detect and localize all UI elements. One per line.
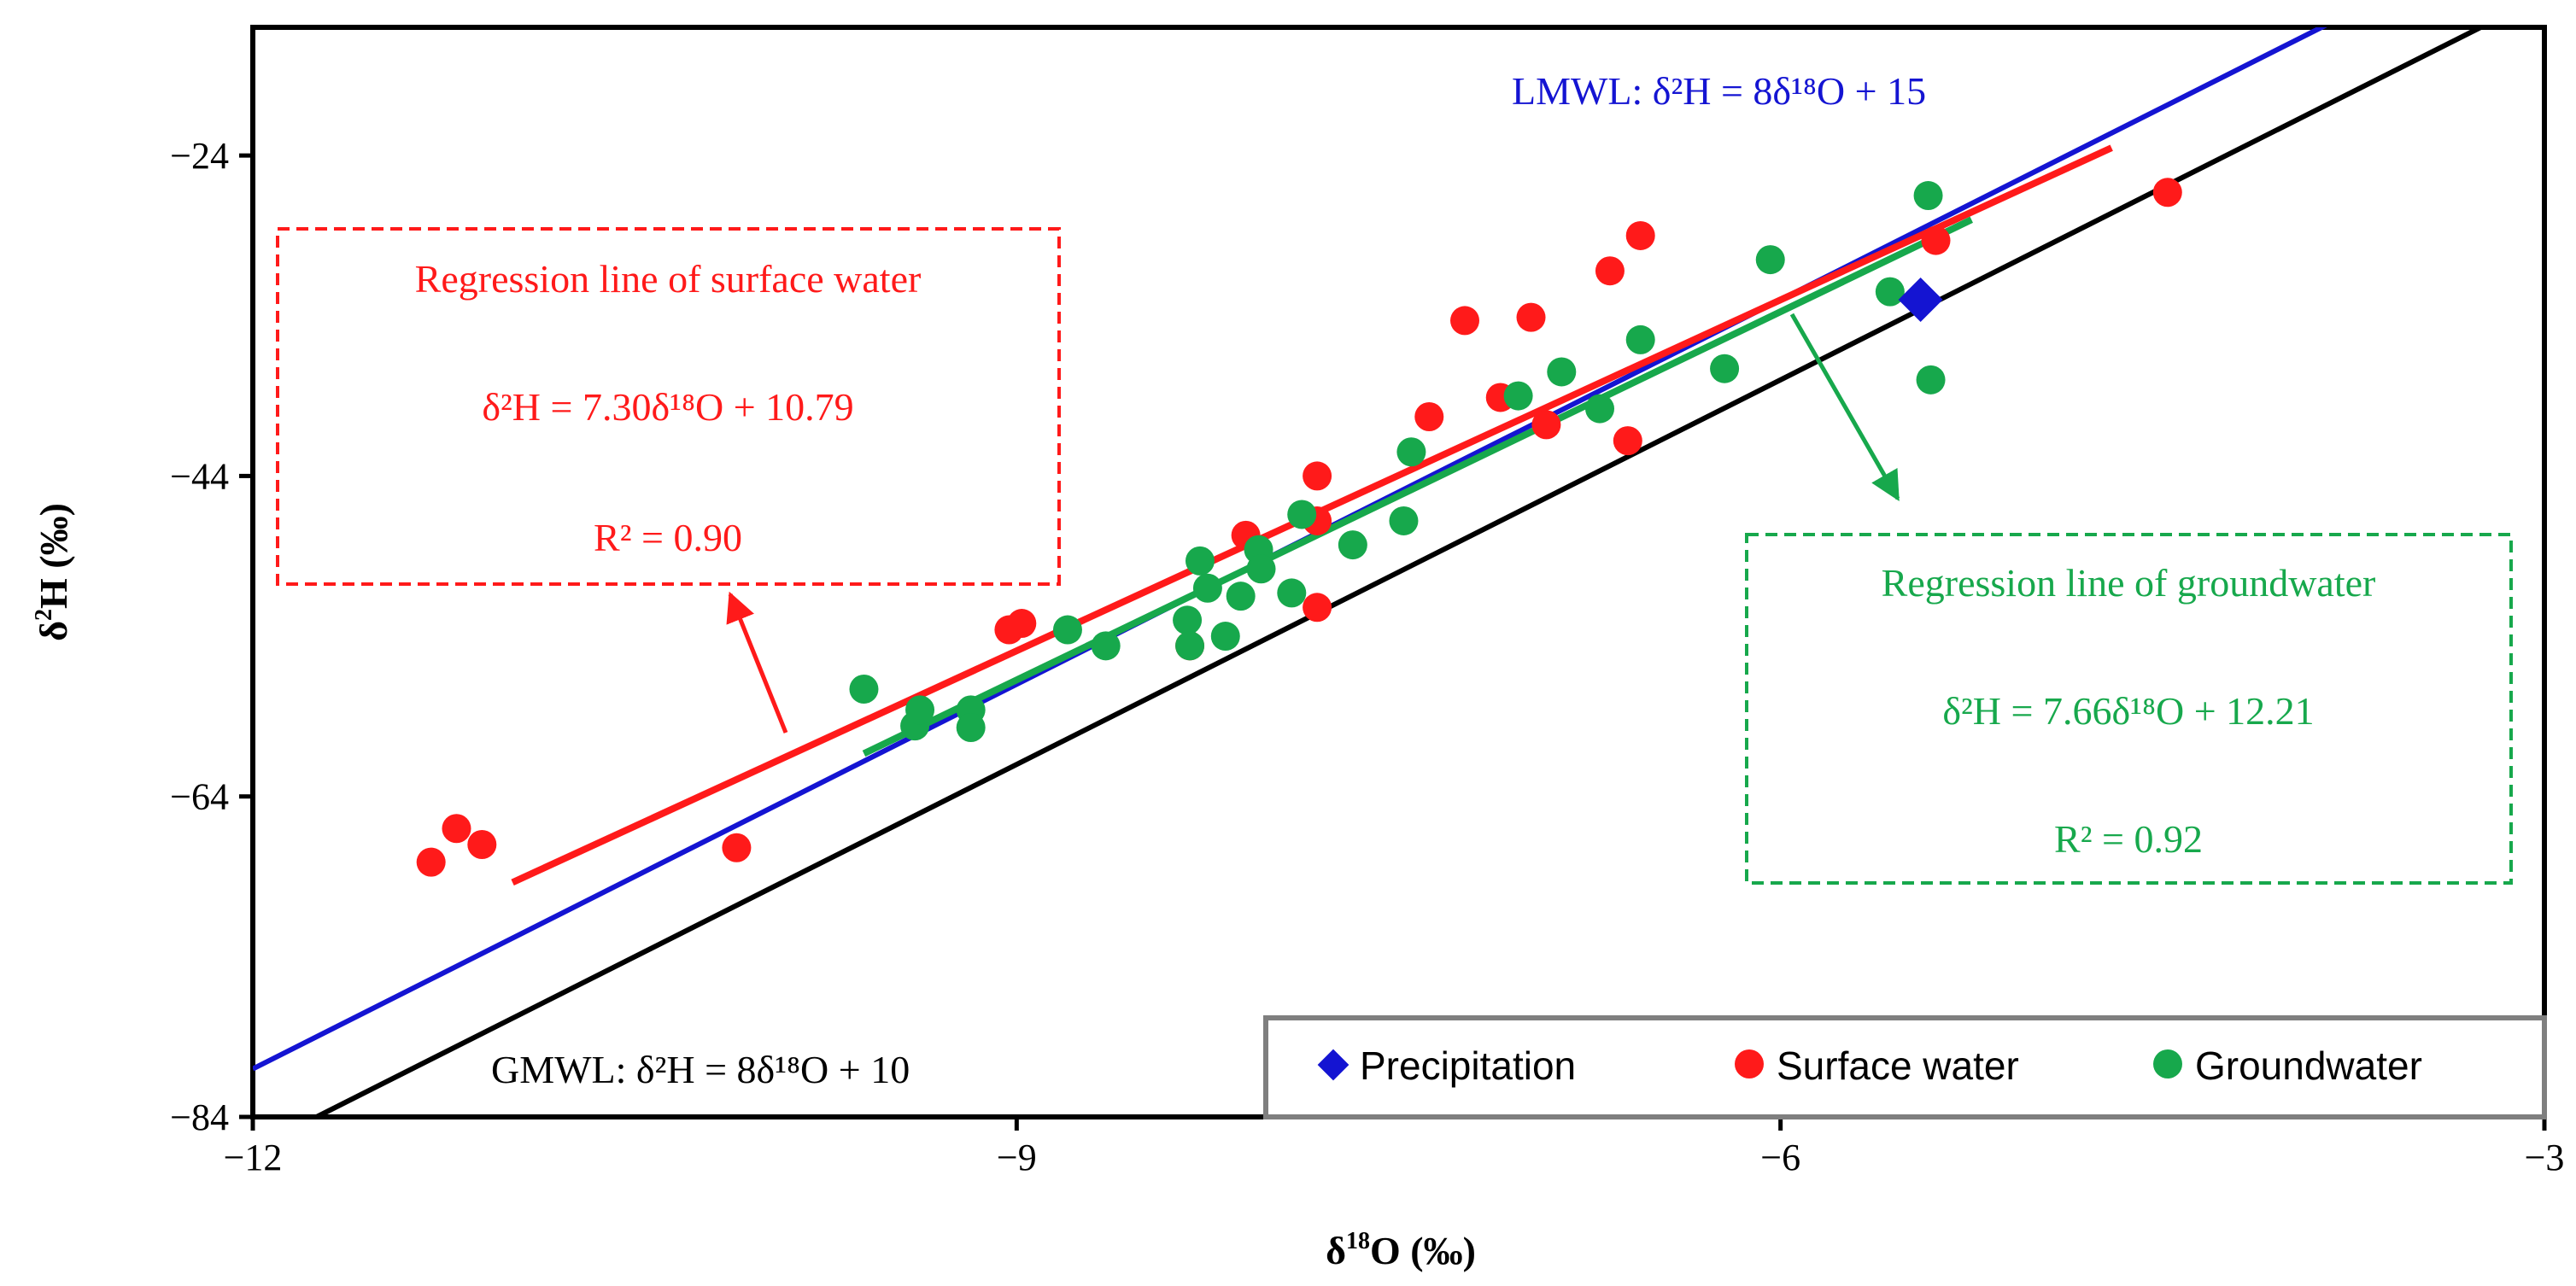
groundwater-point <box>905 695 935 725</box>
surface-water-point <box>1613 426 1642 456</box>
legend: Precipitation Surface water Groundwater <box>1263 1015 2547 1119</box>
x-tick-label: −6 <box>1760 1137 1800 1178</box>
y-tick-label: −24 <box>170 135 229 177</box>
x-tick-label: −3 <box>2525 1137 2565 1178</box>
surface-water-point <box>1303 593 1332 623</box>
surface-water-point <box>1531 410 1561 440</box>
groundwater-point <box>849 674 879 704</box>
groundwater-point <box>1338 530 1367 560</box>
surface-water-point <box>1414 401 1444 431</box>
surface-water-point <box>722 833 752 862</box>
surface-water-point <box>1303 461 1332 491</box>
groundwater-point <box>1226 582 1256 611</box>
gmwl-label: GMWL: δ²H = 8δ¹⁸O + 10 <box>491 1048 910 1091</box>
x-tick-label: −9 <box>997 1137 1037 1178</box>
precipitation-point <box>1898 278 1943 322</box>
surface-water-point <box>1516 302 1546 332</box>
groundwater-point <box>1389 506 1419 535</box>
surface-water-point <box>1625 220 1655 250</box>
groundwater-point <box>1916 365 1946 395</box>
surface-water-point <box>442 814 471 844</box>
groundwater-point <box>1547 357 1577 387</box>
groundwater-point <box>1585 394 1615 424</box>
groundwater-point <box>1625 324 1655 354</box>
legend-precipitation-label: Precipitation <box>1360 1043 1576 1088</box>
surface-water-point <box>1921 225 1951 255</box>
surface-water-point <box>416 847 446 877</box>
groundwater-point <box>1277 578 1307 608</box>
y-axis-title-sup: 2 <box>31 609 57 621</box>
groundwater-regression-line <box>862 216 1973 757</box>
surface-arrow <box>726 591 788 734</box>
surface-water-point <box>1450 306 1480 336</box>
legend-frame <box>1263 1015 2547 1119</box>
groundwater-point <box>1755 245 1785 275</box>
groundwater-point <box>1875 277 1905 307</box>
groundwater-point <box>1710 354 1740 383</box>
x-axis-title-prefix: δ <box>1326 1229 1346 1272</box>
y-tick-label: −64 <box>170 776 229 818</box>
x-axis-title-suffix: O (‰) <box>1370 1229 1476 1272</box>
groundwater-point <box>1396 437 1426 467</box>
surface-regression-box: Regression line of surface water δ²H = 7… <box>276 227 1061 586</box>
groundwater-point <box>1287 500 1317 529</box>
groundwater-point <box>1173 605 1203 635</box>
legend-precipitation-marker <box>1317 1049 1349 1081</box>
surface-water-point <box>2152 178 2182 208</box>
y-tick-label: −44 <box>170 455 229 497</box>
groundwater-regression-title: Regression line of groundwater <box>1882 561 2376 605</box>
y-axis-title-suffix: H (‰) <box>32 503 75 609</box>
groundwater-point <box>1246 554 1276 584</box>
legend-surface-label: Surface water <box>1777 1043 2019 1088</box>
ticks-layer: −12 −9 −6 −3 −84 −64 −44 −24 <box>170 135 2564 1178</box>
groundwater-point <box>1052 615 1082 645</box>
groundwater-point <box>1192 573 1222 603</box>
groundwater-point <box>1175 631 1205 661</box>
surface-regression-title: Regression line of surface water <box>415 257 922 301</box>
groundwater-point <box>1503 381 1533 411</box>
points-layer <box>416 178 2182 877</box>
gmwl-line <box>315 27 2487 1117</box>
y-axis-title-prefix: δ <box>32 621 75 641</box>
groundwater-point <box>1210 622 1240 652</box>
surface-water-point <box>1595 256 1625 286</box>
groundwater-regression-r2: R² = 0.92 <box>2054 817 2203 861</box>
legend-surface-marker <box>1735 1049 1764 1078</box>
groundwater-point <box>1185 546 1215 576</box>
surface-water-point <box>467 830 497 859</box>
groundwater-arrow <box>1789 313 1900 502</box>
y-tick-label: −84 <box>170 1096 229 1138</box>
legend-groundwater-label: Groundwater <box>2195 1043 2422 1088</box>
legend-groundwater-marker <box>2153 1049 2182 1078</box>
y-axis-title: δ2H (‰) <box>31 503 75 641</box>
groundwater-regression-equation: δ²H = 7.66δ¹⁸O + 12.21 <box>1942 689 2314 733</box>
groundwater-regression-box: Regression line of groundwater δ²H = 7.6… <box>1745 533 2513 885</box>
groundwater-point <box>1913 181 1943 211</box>
x-axis-title-sup: 18 <box>1346 1228 1370 1254</box>
groundwater-point <box>956 713 986 743</box>
groundwater-regression-box-frame <box>1745 533 2513 885</box>
x-tick-label: −12 <box>224 1137 283 1178</box>
surface-regression-box-frame <box>276 227 1061 586</box>
groundwater-point <box>1091 631 1121 661</box>
surface-regression-r2: R² = 0.90 <box>594 516 742 559</box>
x-axis-title: δ18O (‰) <box>1326 1228 1476 1272</box>
surface-water-point <box>1007 609 1037 639</box>
lmwl-label: LMWL: δ²H = 8δ¹⁸O + 15 <box>1512 69 1926 113</box>
surface-regression-equation: δ²H = 7.30δ¹⁸O + 10.79 <box>482 385 853 429</box>
